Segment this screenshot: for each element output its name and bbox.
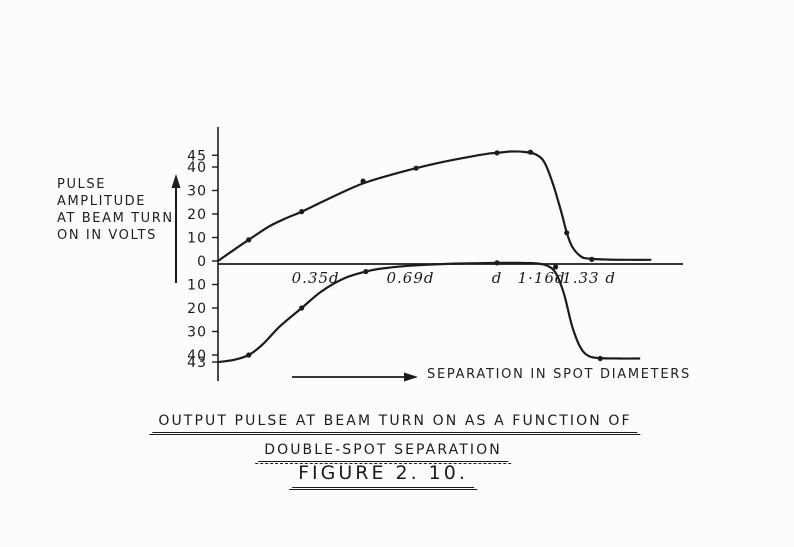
y-tick-label: 45 — [187, 148, 207, 164]
data-point — [413, 165, 419, 171]
y-tick-label: 40 — [187, 160, 207, 176]
data-point — [527, 149, 534, 155]
data-point — [299, 305, 305, 311]
y-tick-label: 30 — [187, 184, 207, 200]
y-axis-arrowhead-icon — [171, 174, 181, 188]
figure-caption: FIGURE 2. 10. — [289, 462, 477, 490]
data-point — [246, 237, 252, 243]
data-point — [494, 150, 500, 156]
x-tick-label: 0.35d — [292, 269, 340, 287]
y-tick-label: 10 — [187, 231, 207, 247]
figure-caption-text: FIGURE 2. 10. — [289, 462, 477, 490]
y-tick-label: 43 — [187, 355, 207, 371]
y-tick-label: 20 — [187, 207, 207, 223]
data-point — [363, 268, 369, 275]
y-tick-label: 0 — [197, 254, 207, 270]
figure-title-line1: OUTPUT PULSE AT BEAM TURN ON AS A FUNCTI… — [149, 410, 641, 435]
x-axis-arrowhead-icon — [404, 372, 418, 382]
figure-title-line2-text: DOUBLE-SPOT SEPARATION — [255, 442, 511, 464]
data-point — [299, 209, 305, 215]
curve-negative-lobe — [216, 261, 641, 364]
y-tick-label: 40 — [187, 348, 207, 364]
y-axis-label-line: PULSE — [57, 177, 107, 192]
curve-positive-lobe — [216, 150, 652, 263]
data-point — [597, 355, 603, 362]
data-point — [589, 256, 595, 262]
y-tick-label: 10 — [187, 278, 207, 294]
y-axis-label-line: AT BEAM TURN — [57, 211, 174, 226]
y-axis-label: PULSE AMPLITUDE AT BEAM TURN ON IN VOLTS — [57, 176, 174, 244]
y-tick-label: 30 — [187, 325, 207, 341]
data-point — [552, 264, 559, 270]
x-tick-label: d — [492, 269, 503, 287]
data-point — [564, 230, 570, 236]
x-tick-label: 0.69d — [387, 269, 435, 287]
figure-title-line2: DOUBLE-SPOT SEPARATION — [255, 439, 511, 464]
y-tick-label: 20 — [187, 301, 207, 317]
data-point — [360, 178, 366, 184]
y-axis-label-line: AMPLITUDE — [57, 194, 147, 209]
data-point — [494, 260, 500, 266]
figure-title-line1-text: OUTPUT PULSE AT BEAM TURN ON AS A FUNCTI… — [149, 413, 641, 435]
data-point — [246, 352, 252, 358]
y-axis-label-line: ON IN VOLTS — [57, 228, 157, 243]
x-tick-label: 1.33 d — [562, 269, 616, 287]
x-axis-label: SEPARATION IN SPOT DIAMETERS — [427, 367, 691, 382]
x-tick-label: 1·16d — [518, 269, 566, 287]
